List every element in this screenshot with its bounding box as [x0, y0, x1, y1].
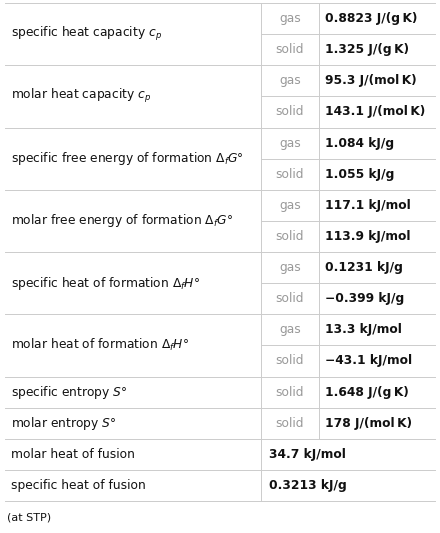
- Text: 34.7 kJ/mol: 34.7 kJ/mol: [269, 448, 346, 461]
- Text: gas: gas: [279, 74, 301, 87]
- Text: specific heat of fusion: specific heat of fusion: [11, 479, 146, 492]
- Text: solid: solid: [275, 354, 304, 367]
- Text: specific free energy of formation $\Delta_f G°$: specific free energy of formation $\Delt…: [11, 150, 244, 167]
- Text: solid: solid: [275, 385, 304, 399]
- Text: solid: solid: [275, 106, 304, 118]
- Text: solid: solid: [275, 43, 304, 56]
- Text: solid: solid: [275, 168, 304, 181]
- Text: molar heat of fusion: molar heat of fusion: [11, 448, 135, 461]
- Text: 1.055 kJ/g: 1.055 kJ/g: [325, 168, 394, 181]
- Text: −0.399 kJ/g: −0.399 kJ/g: [325, 292, 404, 305]
- Text: 1.084 kJ/g: 1.084 kJ/g: [325, 136, 394, 150]
- Text: gas: gas: [279, 261, 301, 274]
- Text: 0.3213 kJ/g: 0.3213 kJ/g: [269, 479, 347, 492]
- Text: 0.8823 J/(g K): 0.8823 J/(g K): [325, 12, 417, 25]
- Text: molar heat of formation $\Delta_f H°$: molar heat of formation $\Delta_f H°$: [11, 337, 189, 353]
- Text: molar heat capacity $c_p$: molar heat capacity $c_p$: [11, 87, 151, 106]
- Text: gas: gas: [279, 136, 301, 150]
- Text: 178 J/(mol K): 178 J/(mol K): [325, 417, 412, 430]
- Text: 1.648 J/(g K): 1.648 J/(g K): [325, 385, 409, 399]
- Text: solid: solid: [275, 292, 304, 305]
- Text: specific heat capacity $c_p$: specific heat capacity $c_p$: [11, 25, 162, 43]
- Text: 95.3 J/(mol K): 95.3 J/(mol K): [325, 74, 417, 87]
- Text: 1.325 J/(g K): 1.325 J/(g K): [325, 43, 409, 56]
- Text: solid: solid: [275, 417, 304, 430]
- Text: −43.1 kJ/mol: −43.1 kJ/mol: [325, 354, 412, 367]
- Text: molar free energy of formation $\Delta_f G°$: molar free energy of formation $\Delta_f…: [11, 212, 233, 229]
- Text: gas: gas: [279, 324, 301, 336]
- Text: specific entropy $S°$: specific entropy $S°$: [11, 384, 128, 401]
- Text: 117.1 kJ/mol: 117.1 kJ/mol: [325, 199, 411, 212]
- Text: 13.3 kJ/mol: 13.3 kJ/mol: [325, 324, 402, 336]
- Text: 143.1 J/(mol K): 143.1 J/(mol K): [325, 106, 425, 118]
- Text: gas: gas: [279, 12, 301, 25]
- Text: (at STP): (at STP): [7, 513, 51, 523]
- Text: 0.1231 kJ/g: 0.1231 kJ/g: [325, 261, 403, 274]
- Text: molar entropy $S°$: molar entropy $S°$: [11, 415, 117, 432]
- Text: solid: solid: [275, 230, 304, 243]
- Text: specific heat of formation $\Delta_f H°$: specific heat of formation $\Delta_f H°$: [11, 274, 200, 292]
- Text: 113.9 kJ/mol: 113.9 kJ/mol: [325, 230, 411, 243]
- Text: gas: gas: [279, 199, 301, 212]
